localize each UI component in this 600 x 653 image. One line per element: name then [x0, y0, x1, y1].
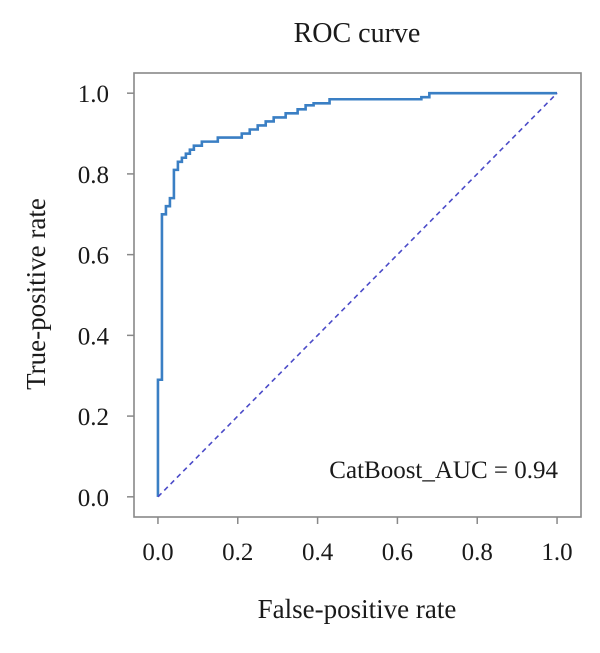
roc-curve-line	[156, 91, 558, 497]
lines-layer	[156, 91, 558, 498]
x-axis-label: False-positive rate	[258, 594, 457, 624]
y-tick-label: 0.6	[78, 243, 109, 270]
chart-title: ROC curve	[294, 18, 421, 49]
chance-diagonal-line	[157, 92, 558, 498]
auc-annotation: CatBoost_AUC = 0.94	[329, 457, 558, 484]
x-tick-label: 0.8	[462, 539, 493, 566]
y-tick-label: 0.0	[78, 485, 109, 512]
plot-frame	[133, 72, 582, 518]
y-axis-label: True-positive rate	[21, 198, 51, 390]
x-tick-label: 1.0	[541, 539, 572, 566]
y-tick-label: 0.8	[78, 162, 109, 189]
x-tick-label: 0.6	[382, 539, 413, 566]
x-tick-label: 0.2	[222, 539, 253, 566]
ticks-layer: 0.0 0.2 0.4 0.6 0.8 1.0 0.0 0.2 0.4 0.6 0.8 1.0	[78, 81, 573, 566]
x-tick-label: 0.0	[142, 539, 173, 566]
y-tick-label: 0.4	[78, 323, 110, 350]
y-tick-label: 0.2	[78, 404, 109, 431]
x-tick-label: 0.4	[302, 539, 334, 566]
y-tick-label: 1.0	[78, 81, 109, 108]
